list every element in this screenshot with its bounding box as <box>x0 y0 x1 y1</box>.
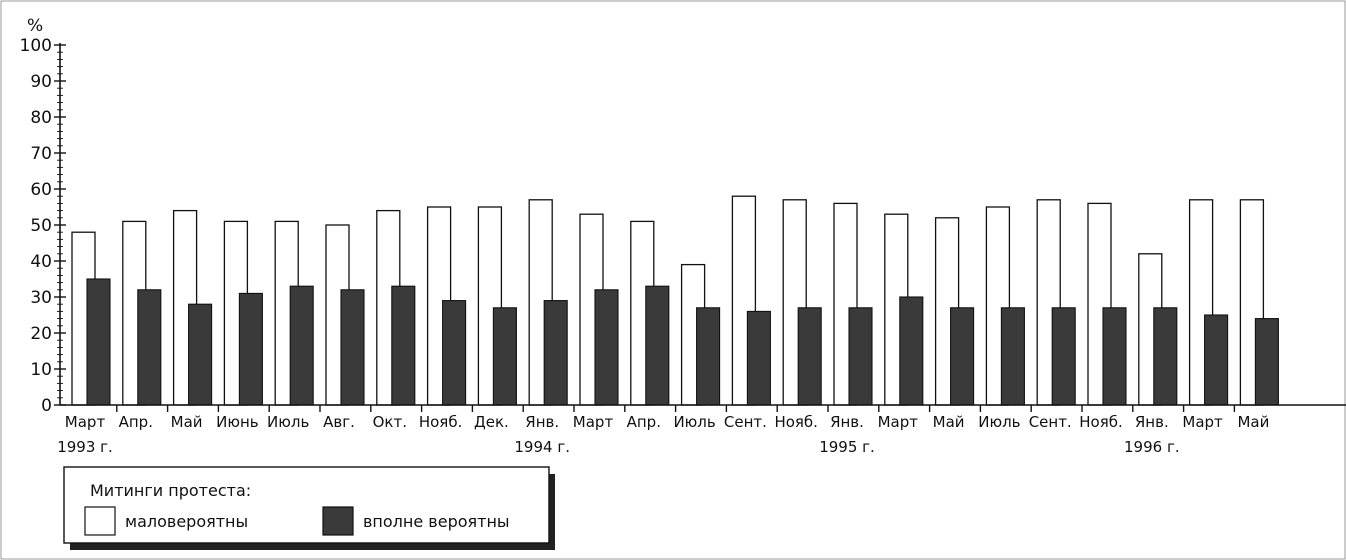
axes <box>54 43 1346 412</box>
x-tick-label: Май <box>1237 413 1269 431</box>
year-label: 1995 г. <box>819 438 875 456</box>
y-tick-label: 80 <box>30 108 52 128</box>
legend: Митинги протеста: маловероятны вполне ве… <box>63 466 555 550</box>
x-tick-label: Май <box>171 413 203 431</box>
x-tick-label: Сент. <box>724 413 767 431</box>
bar-likely <box>543 300 568 406</box>
y-tick-label: 100 <box>20 36 52 56</box>
y-tick-label: 40 <box>30 252 52 272</box>
year-label: 1996 г. <box>1124 438 1180 456</box>
bar-likely <box>594 289 619 406</box>
bar-likely <box>1051 307 1076 406</box>
y-tick-label: 20 <box>30 324 52 344</box>
x-tick-label: Апр. <box>627 413 661 431</box>
year-labels: 1993 г. 1994 г. 1995 г. 1996 г. <box>57 438 1179 456</box>
bar-likely <box>1254 318 1279 406</box>
x-tick-label: Сент. <box>1029 413 1072 431</box>
bar-likely <box>340 289 365 406</box>
bars <box>71 195 1279 406</box>
bar-likely <box>442 300 467 406</box>
legend-label-likely: вполне вероятны <box>363 512 510 531</box>
x-tick-label: Март <box>65 413 106 431</box>
y-tick-label: 10 <box>30 360 52 380</box>
x-tick-label: Янв. <box>830 413 864 431</box>
legend-title: Митинги протеста: <box>90 481 251 500</box>
bar-likely <box>492 307 517 406</box>
y-tick-label: 0 <box>41 396 52 416</box>
bar-likely <box>289 285 314 406</box>
year-label: 1993 г. <box>57 438 113 456</box>
bar-likely <box>645 285 670 406</box>
y-tick-label: 90 <box>30 72 52 92</box>
bar-likely <box>1204 314 1229 406</box>
x-tick-label: Окт. <box>373 413 407 431</box>
x-tick-label: Нояб. <box>774 413 818 431</box>
bar-likely <box>848 307 873 406</box>
y-unit-label: % <box>27 16 43 36</box>
bar-likely <box>1000 307 1025 406</box>
y-tick-label: 60 <box>30 180 52 200</box>
bar-likely <box>746 310 771 406</box>
x-tick-label: Янв. <box>525 413 559 431</box>
legend-box <box>63 466 550 544</box>
bar-likely <box>1153 307 1178 406</box>
bar-likely <box>797 307 822 406</box>
y-tick-label: 70 <box>30 144 52 164</box>
bar-likely <box>899 296 924 406</box>
x-tick-label: Авг. <box>323 413 355 431</box>
x-tick-labels: Март Апр. Май Июнь Июль Авг. Окт. Нояб. Дек. Янв.… <box>65 413 1270 431</box>
bar-likely <box>188 303 213 406</box>
bar-likely <box>391 285 416 406</box>
bar-likely <box>950 307 975 406</box>
x-tick-label: Июль <box>267 413 309 431</box>
x-tick-label: Март <box>573 413 614 431</box>
bar-likely <box>1102 307 1127 406</box>
x-tick-label: Март <box>1182 413 1223 431</box>
legend-label-unlikely: маловероятны <box>125 512 248 531</box>
x-tick-label: Июль <box>978 413 1020 431</box>
bar-likely <box>86 278 111 406</box>
x-tick-label: Нояб. <box>419 413 463 431</box>
x-tick-label: Дек. <box>474 413 509 431</box>
bar-likely <box>696 307 721 406</box>
x-tick-label: Нояб. <box>1079 413 1123 431</box>
y-tick-labels: 0 10 20 30 40 50 60 70 80 90 100 <box>20 36 52 416</box>
legend-swatch-likely <box>322 506 354 536</box>
x-tick-label: Март <box>878 413 919 431</box>
y-tick-label: 30 <box>30 288 52 308</box>
x-tick-label: Июль <box>673 413 715 431</box>
x-tick-label: Июнь <box>216 413 259 431</box>
x-tick-label: Май <box>933 413 965 431</box>
legend-swatch-unlikely <box>84 506 116 536</box>
x-tick-label: Янв. <box>1135 413 1169 431</box>
bar-likely <box>137 289 162 406</box>
bar-likely <box>238 292 263 406</box>
x-tick-label: Апр. <box>119 413 153 431</box>
y-tick-label: 50 <box>30 216 52 236</box>
year-label: 1994 г. <box>514 438 570 456</box>
